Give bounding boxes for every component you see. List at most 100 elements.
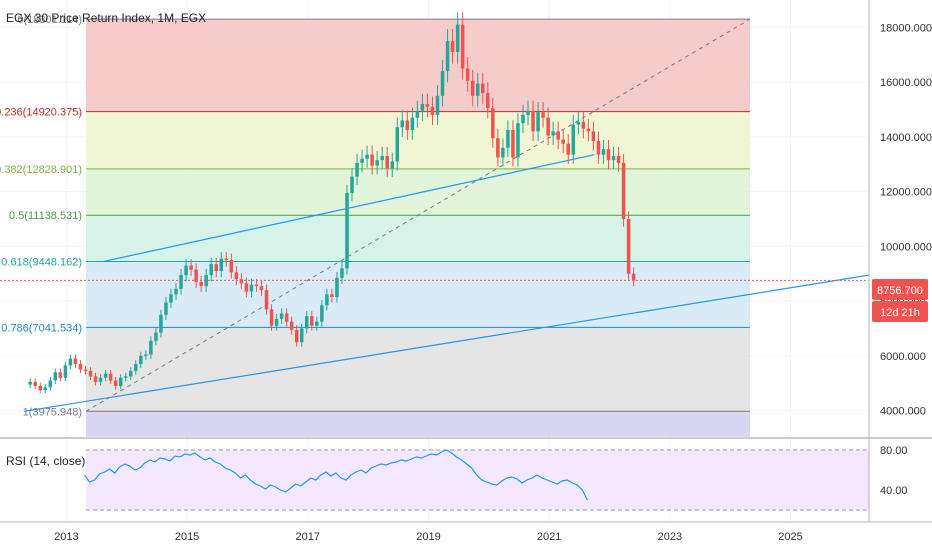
candle-body <box>541 112 545 118</box>
candle-body <box>616 156 621 163</box>
candle-body <box>335 277 339 298</box>
time-tick-label: 2021 <box>537 531 561 543</box>
candle-body <box>400 120 405 128</box>
candle-body <box>320 305 324 322</box>
candle-body <box>118 377 123 386</box>
time-tick-label: 2017 <box>296 531 320 543</box>
current-price-label: 8756.700 <box>877 285 923 297</box>
candle-body <box>626 219 631 274</box>
candle-body <box>113 380 118 386</box>
candle-body <box>28 381 32 385</box>
candle-body <box>355 162 359 177</box>
candle-body <box>606 149 611 161</box>
candle-body <box>460 24 465 69</box>
price-tick-label: 6000.000 <box>880 351 926 363</box>
axes <box>0 0 932 523</box>
candle-body <box>304 316 309 329</box>
candle-body <box>279 313 284 319</box>
candle-body <box>546 117 550 136</box>
candle-body <box>98 377 103 382</box>
candle-body <box>209 264 213 276</box>
candle-body <box>189 265 193 270</box>
trendline-1 <box>24 274 870 412</box>
candle-body <box>199 281 203 287</box>
candle-body <box>370 154 374 166</box>
candle-body <box>330 294 334 298</box>
trendlines[interactable] <box>24 154 870 412</box>
time-tick-label: 2019 <box>416 531 440 543</box>
candle-body <box>536 112 540 132</box>
price-tick-label: 18000.000 <box>880 22 932 34</box>
candle-body <box>103 373 108 378</box>
candle-body <box>531 110 535 132</box>
candle-body <box>269 309 274 326</box>
candle-body <box>48 380 53 388</box>
candle-body <box>164 302 168 315</box>
candle-body <box>586 128 591 132</box>
rsi-tick-label: 40.00 <box>880 485 908 497</box>
candle-body <box>556 131 560 140</box>
candle-body <box>395 127 400 162</box>
candle-body <box>410 117 415 131</box>
candle-body <box>551 131 555 136</box>
candle-body <box>611 156 616 161</box>
candle-body <box>526 110 530 115</box>
candle-body <box>88 370 93 377</box>
candle-body <box>420 104 425 111</box>
candle-body <box>571 124 576 155</box>
candle-body <box>380 156 384 161</box>
candle-body <box>149 340 153 355</box>
price-tick-label: 10000.000 <box>880 241 932 253</box>
candle-body <box>621 162 626 219</box>
price-tick-label: 12000.000 <box>880 187 932 199</box>
candle-body <box>38 385 42 391</box>
fib-band-0 <box>86 19 750 112</box>
candle-body <box>219 258 224 272</box>
countdown-label: 12d 21h <box>880 307 920 319</box>
candle-body <box>345 192 349 269</box>
fib-band-6 <box>86 411 750 437</box>
candle-body <box>204 275 208 287</box>
candle-body <box>486 93 490 109</box>
candle-body <box>405 120 410 131</box>
candle-body <box>254 284 259 287</box>
candle-body <box>128 370 133 377</box>
candle-body <box>390 161 395 169</box>
candle-body <box>455 24 460 53</box>
candle-body <box>325 294 329 306</box>
fib-trend-anchor-line <box>85 18 751 412</box>
candle-body <box>385 156 389 169</box>
candle-body <box>58 372 63 378</box>
candle-body <box>475 83 480 96</box>
candle-body <box>144 354 148 356</box>
candle-body <box>511 130 515 158</box>
candle-body <box>445 41 450 72</box>
candle-body <box>43 387 48 391</box>
axis-labels: 4000.0006000.0008000.00010000.00012000.0… <box>54 22 932 543</box>
candle-body <box>259 286 264 291</box>
candle-body <box>53 372 58 381</box>
candle-body <box>491 108 495 139</box>
candle-body <box>139 355 143 365</box>
candle-body <box>229 260 234 273</box>
candle-body <box>169 294 173 303</box>
current-price-badge: 8756.700 12d 21h <box>872 279 928 322</box>
fib-level-label-3: 0.5(11138.531) <box>9 210 82 222</box>
candle-body <box>521 114 525 124</box>
candle-body <box>83 369 88 371</box>
fibonacci-retracement[interactable]: 0(18301.114) 0.236(14920.375) 0.382(12828.… <box>0 14 751 437</box>
candle-body <box>425 104 430 107</box>
candlestick-series <box>0 12 869 394</box>
candle-body <box>596 140 601 155</box>
candle-body <box>435 95 440 115</box>
candle-body <box>194 269 198 282</box>
candle-body <box>365 154 369 159</box>
candle-body <box>315 321 319 326</box>
chart-title: EGX 30 Price Return Index, 1M, EGX <box>6 11 206 25</box>
candle-body <box>174 288 178 295</box>
candle-body <box>78 364 83 370</box>
candle-body <box>561 139 565 144</box>
candle-body <box>450 41 455 53</box>
